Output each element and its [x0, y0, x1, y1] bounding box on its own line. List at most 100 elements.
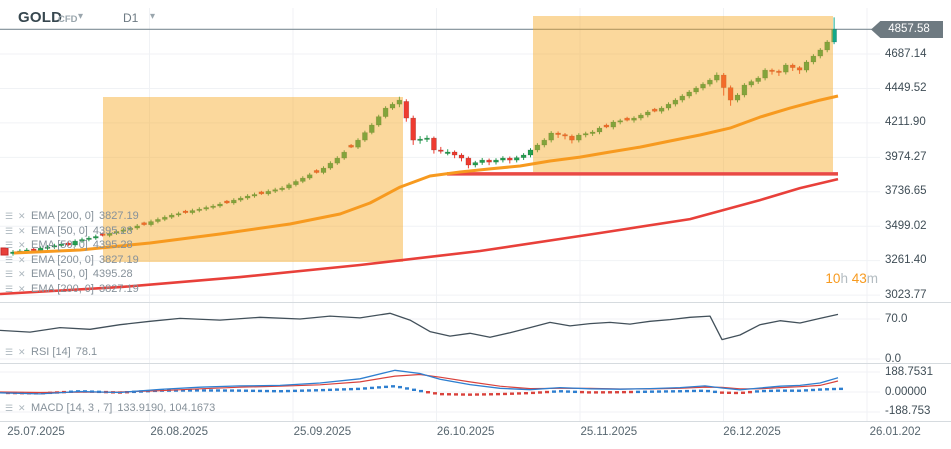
- macd-histogram-dash: [762, 389, 766, 393]
- macd-histogram-dash: [412, 388, 416, 391]
- indicator-name: EMA [50, 0]: [31, 239, 88, 251]
- symbol-dropdown-caret-icon[interactable]: ▾: [78, 11, 84, 22]
- macd-histogram-dash: [307, 389, 311, 392]
- candle-body: [548, 132, 555, 141]
- macd-histogram-dash: [300, 389, 304, 392]
- indicator-remove-icon[interactable]: ✕: [18, 254, 26, 265]
- indicator-settings-icon[interactable]: ☰: [5, 254, 14, 265]
- candle-body: [472, 162, 479, 166]
- macd-histogram-dash: [321, 388, 325, 392]
- ema200-line[interactable]: [0, 177, 839, 296]
- time-axis-label: 26.12.2025: [723, 426, 781, 438]
- candle-body: [686, 91, 693, 97]
- candle-body: [265, 190, 272, 195]
- candle-body: [479, 159, 486, 163]
- candle-body: [92, 236, 99, 239]
- candle-body: [824, 41, 831, 51]
- indicator-remove-icon[interactable]: ✕: [18, 240, 26, 250]
- indicator-settings-icon[interactable]: ☰: [5, 225, 14, 236]
- indicator-name: EMA [200, 0]: [31, 282, 94, 295]
- candle-body: [589, 131, 596, 134]
- candle-body: [534, 144, 541, 151]
- macd-histogram-dash: [657, 390, 661, 393]
- indicator-remove-icon[interactable]: ✕: [18, 269, 26, 279]
- macd-histogram-dash: [622, 390, 626, 394]
- macd-histogram-dash: [818, 388, 822, 391]
- macd-histogram-dash: [188, 389, 192, 392]
- indicator-settings-icon[interactable]: ☰: [5, 402, 14, 413]
- candle-body: [748, 81, 755, 86]
- candle-body: [320, 167, 327, 173]
- candle-body: [658, 107, 665, 112]
- price-axis-label: 4449.52: [885, 81, 927, 94]
- indicator-row-ema: ☰ ✕ EMA [200, 0] 3827.19: [5, 283, 139, 297]
- macd-histogram-dash: [573, 390, 577, 394]
- macd-histogram-dash: [433, 392, 437, 395]
- indicator-row-ema: ☰ ✕ EMA [200, 0] 3827.19: [5, 210, 139, 224]
- candle-body: [65, 242, 72, 246]
- candle-body: [155, 219, 161, 222]
- macd-histogram-dash: [524, 391, 528, 395]
- highlight-zone[interactable]: [533, 16, 833, 172]
- indicator-remove-icon[interactable]: ✕: [18, 283, 26, 294]
- candle-body: [196, 208, 203, 211]
- indicator-remove-icon[interactable]: ✕: [18, 346, 26, 357]
- timeframe-selector[interactable]: D1: [123, 11, 139, 25]
- macd-histogram-dash: [468, 393, 472, 396]
- macd-histogram-dash: [391, 385, 395, 388]
- time-axis-label: 26.01.202: [869, 426, 921, 438]
- macd-histogram-dash: [496, 392, 500, 396]
- candle-body: [217, 203, 223, 207]
- candle-body: [306, 174, 313, 179]
- indicator-name: RSI [14]: [31, 345, 71, 358]
- price-axis-label: 4211.90: [885, 116, 926, 129]
- indicator-settings-icon[interactable]: ☰: [5, 211, 14, 221]
- timeframe-dropdown-caret-icon[interactable]: ▾: [150, 11, 156, 22]
- macd-histogram-dash: [419, 389, 423, 393]
- macd-histogram-dash: [559, 390, 563, 393]
- indicator-settings-icon[interactable]: ☰: [5, 346, 14, 357]
- candle-body: [817, 49, 824, 57]
- macd-histogram-dash: [447, 393, 451, 396]
- macd-histogram-dash: [223, 389, 227, 392]
- macd-histogram-dash: [538, 391, 542, 394]
- macd-histogram-dash: [832, 387, 836, 391]
- macd-histogram-dash: [608, 391, 612, 394]
- macd-histogram-dash: [811, 388, 815, 392]
- indicator-name: EMA [50, 0]: [31, 268, 88, 280]
- rsi-axis-label: 70.0: [885, 312, 908, 325]
- macd-histogram-dash: [678, 390, 682, 393]
- candle-body: [603, 124, 610, 128]
- macd-histogram-dash: [251, 389, 255, 393]
- candle-body: [334, 157, 341, 164]
- ema50-line[interactable]: [13, 94, 839, 255]
- macd-histogram-dash: [566, 390, 570, 393]
- candle-body: [141, 222, 147, 226]
- symbol-name[interactable]: GOLD: [18, 9, 63, 26]
- macd-histogram-dash: [692, 389, 696, 393]
- drawing-handle[interactable]: [0, 247, 9, 256]
- indicator-settings-icon[interactable]: ☰: [5, 269, 14, 279]
- macd-axis-label: -188.753: [885, 405, 931, 418]
- instrument-type-label: CFD: [58, 14, 78, 25]
- candle-body: [382, 107, 389, 117]
- rsi-line: [0, 312, 839, 341]
- candle-body: [182, 210, 189, 214]
- indicator-remove-icon[interactable]: ✕: [18, 402, 26, 413]
- indicator-settings-icon[interactable]: ☰: [5, 240, 14, 250]
- macd-histogram-dash: [286, 389, 290, 393]
- candle-body: [327, 162, 334, 169]
- indicator-settings-icon[interactable]: ☰: [5, 283, 14, 294]
- candle-body: [707, 79, 713, 85]
- indicator-remove-icon[interactable]: ✕: [18, 211, 26, 221]
- indicator-value: 78.1: [75, 345, 98, 358]
- macd-histogram-dash: [440, 392, 444, 396]
- candle-body: [796, 67, 803, 71]
- candle-body: [734, 94, 741, 101]
- indicator-remove-icon[interactable]: ✕: [18, 225, 26, 236]
- candle-body: [562, 134, 568, 137]
- candle-body: [79, 239, 85, 242]
- candle-body: [727, 87, 734, 101]
- highlight-zone[interactable]: [103, 97, 403, 262]
- candle-body: [134, 225, 141, 229]
